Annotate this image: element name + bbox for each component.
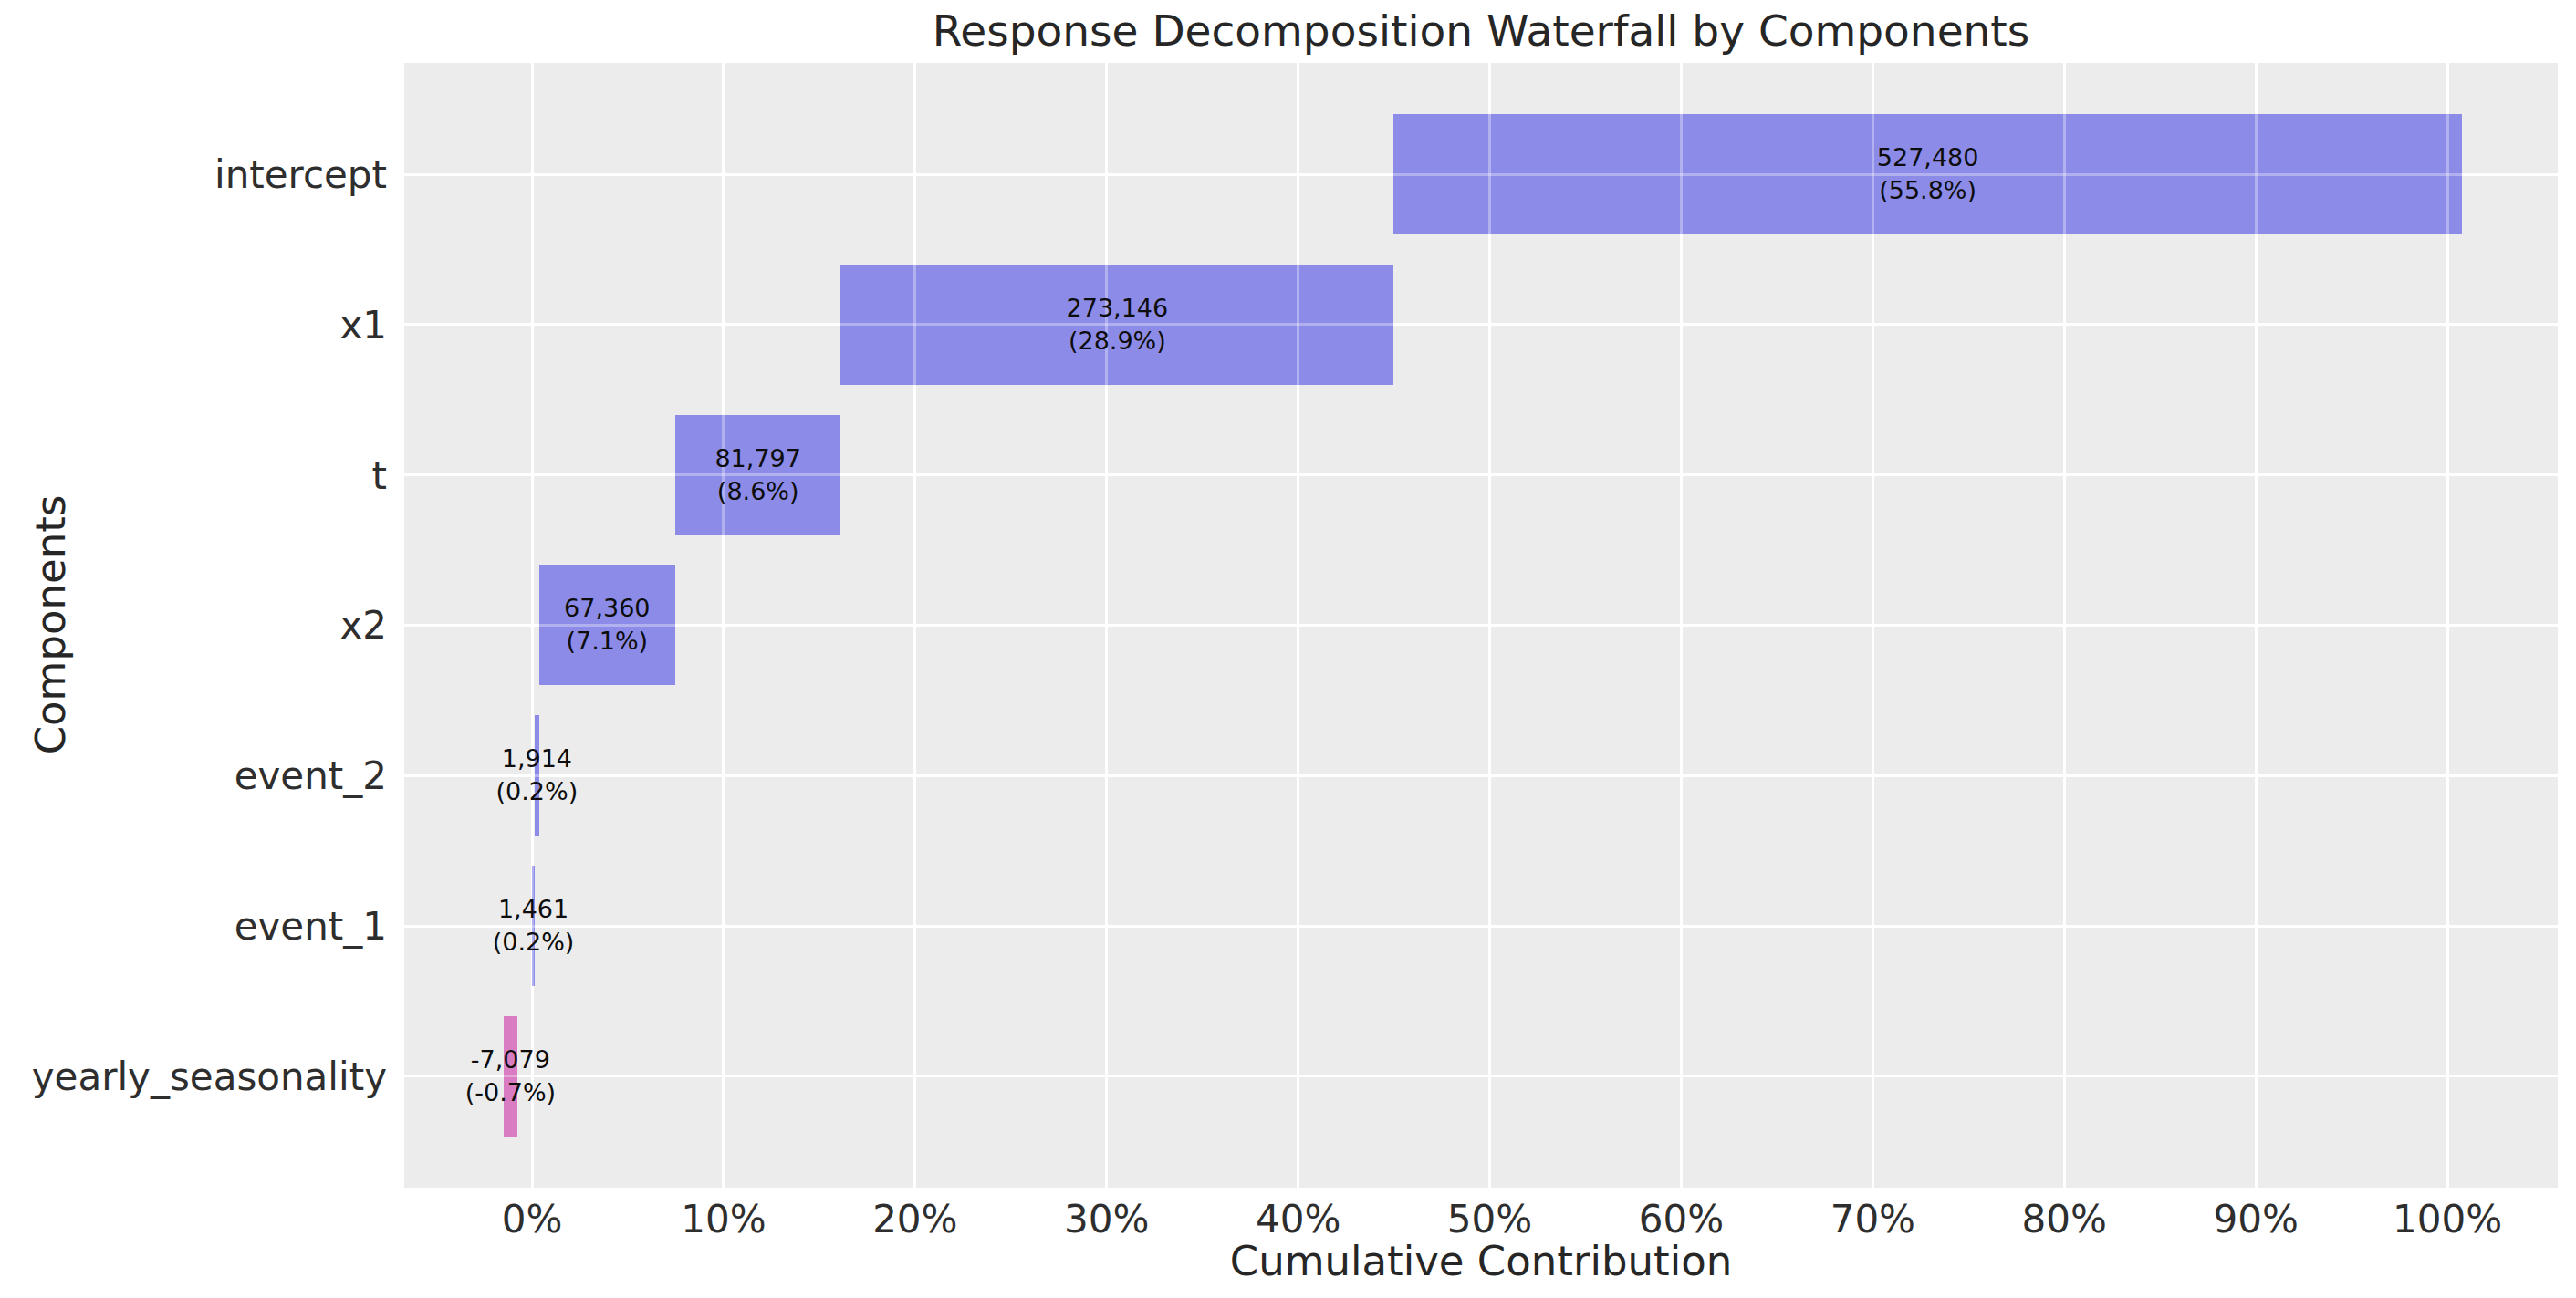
y-tick-label-yearly_seasonality: yearly_seasonality xyxy=(0,1054,387,1098)
bar-percentage-label: (7.1%) xyxy=(564,625,650,658)
bar-percentage-label: (0.2%) xyxy=(496,775,579,808)
x-tick-label: 70% xyxy=(1830,1197,1915,1241)
x-tick-label: 0% xyxy=(502,1197,563,1241)
bar-annotation-t: 81,797(8.6%) xyxy=(714,442,800,508)
plot-area: 527,480(55.8%) 273,146(28.9%) 81,797(8.6%)… xyxy=(404,63,2558,1188)
bar-annotation-intercept: 527,480(55.8%) xyxy=(1877,141,1979,207)
x-tick-label: 10% xyxy=(681,1197,766,1241)
y-tick-label-event_2: event_2 xyxy=(0,753,387,798)
x-tick-label: 50% xyxy=(1447,1197,1532,1241)
x-tick-label: 20% xyxy=(872,1197,957,1241)
bar-percentage-label: (28.9%) xyxy=(1067,325,1169,358)
bar-value-label: 1,461 xyxy=(493,893,575,926)
bar-percentage-label: (55.8%) xyxy=(1877,174,1979,207)
x-tick-label: 60% xyxy=(1639,1197,1724,1241)
bar-annotation-x1: 273,146(28.9%) xyxy=(1067,292,1169,358)
bar-value-label: -7,079 xyxy=(465,1044,556,1076)
y-tick-label-x1: x1 xyxy=(0,302,387,347)
y-tick-label-event_1: event_1 xyxy=(0,904,387,949)
x-tick-label: 90% xyxy=(2213,1197,2298,1241)
bar-percentage-label: (0.2%) xyxy=(493,926,575,959)
y-tick-label-t: t xyxy=(0,452,387,497)
bar-value-label: 273,146 xyxy=(1067,292,1169,325)
waterfall-chart-figure: Response Decomposition Waterfall by Comp… xyxy=(0,0,2576,1298)
bar-percentage-label: (8.6%) xyxy=(714,475,800,508)
bar-percentage-label: (-0.7%) xyxy=(465,1076,556,1109)
x-tick-label: 100% xyxy=(2393,1197,2502,1241)
bar-annotations-layer: 527,480(55.8%) 273,146(28.9%) 81,797(8.6%)… xyxy=(404,63,2558,1188)
y-tick-label-x2: x2 xyxy=(0,603,387,648)
x-tick-label: 80% xyxy=(2022,1197,2107,1241)
bar-annotation-yearly_seasonality: -7,079(-0.7%) xyxy=(465,1044,556,1109)
bar-value-label: 527,480 xyxy=(1877,141,1979,174)
bar-value-label: 67,360 xyxy=(564,592,650,625)
x-axis-title: Cumulative Contribution xyxy=(404,1237,2558,1285)
bar-annotation-x2: 67,360(7.1%) xyxy=(564,592,650,658)
chart-title: Response Decomposition Waterfall by Comp… xyxy=(404,5,2558,56)
x-tick-label: 40% xyxy=(1256,1197,1340,1241)
bar-annotation-event_1: 1,461(0.2%) xyxy=(493,893,575,959)
x-tick-label: 30% xyxy=(1064,1197,1149,1241)
bar-value-label: 81,797 xyxy=(714,442,800,475)
bar-value-label: 1,914 xyxy=(496,742,579,775)
y-tick-label-intercept: intercept xyxy=(0,152,387,197)
bar-annotation-event_2: 1,914(0.2%) xyxy=(496,742,579,808)
